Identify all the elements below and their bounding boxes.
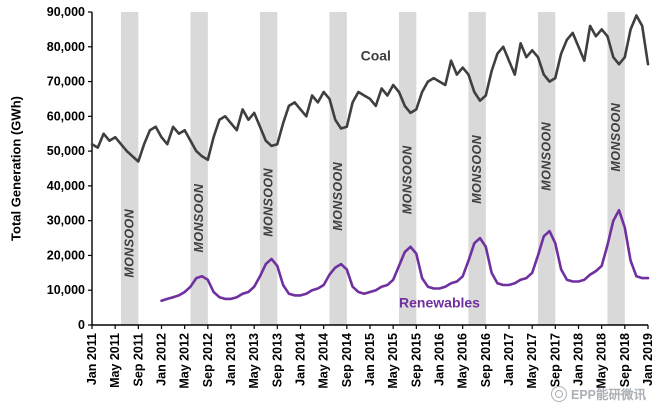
watermark-text: EPP能研微讯 (570, 388, 646, 402)
monsoon-band-label: MONSOON (331, 161, 345, 230)
x-tick-label: Jan 2014 (294, 333, 308, 386)
x-tick-label: Jan 2015 (363, 333, 377, 386)
y-tick-label: 20,000 (47, 248, 85, 262)
monsoon-band (607, 12, 625, 325)
x-tick-label: Sep 2018 (618, 333, 632, 387)
renewables-series-line (160, 208, 650, 302)
y-tick-label: 0 (78, 318, 85, 332)
x-tick-label: Sep 2016 (479, 333, 493, 387)
x-tick-label: May 2014 (317, 333, 331, 389)
x-tick-label: Jan 2013 (224, 333, 238, 386)
y-tick-label: 50,000 (47, 144, 85, 158)
monsoon-band-label: MONSOON (192, 183, 206, 252)
renewables-series-label: Renewables (399, 295, 480, 311)
x-tick-label: May 2018 (595, 333, 609, 389)
monsoon-band-label: MONSOON (470, 134, 484, 203)
watermark: EPP能研微讯 (550, 384, 646, 403)
watermark-logo-icon (550, 385, 567, 402)
monsoon-band (537, 12, 556, 325)
y-axis-title: Total Generation (GWh) (9, 96, 24, 241)
x-tick-label: Sep 2017 (548, 333, 562, 387)
x-tick-label: May 2017 (525, 333, 539, 389)
x-tick-label: May 2012 (178, 333, 192, 389)
y-tick-label: 40,000 (47, 179, 85, 193)
y-tick-label: 90,000 (47, 5, 85, 19)
x-tick-label: Jan 2012 (155, 333, 169, 386)
monsoon-band-label: MONSOON (123, 208, 137, 277)
x-tick-label: Jan 2011 (85, 333, 99, 385)
x-tick-label: Sep 2013 (270, 333, 284, 387)
y-tick-label: 10,000 (47, 283, 85, 297)
y-tick-label: 60,000 (47, 109, 85, 123)
x-tick-label: May 2015 (386, 333, 400, 389)
x-tick-label: Sep 2015 (409, 333, 423, 387)
monsoon-band (329, 12, 347, 325)
coal-series-label: Coal (361, 48, 391, 64)
monsoon-band-label: MONSOON (609, 102, 623, 171)
x-tick-label: Sep 2011 (131, 333, 145, 387)
y-tick-label: 70,000 (47, 75, 85, 89)
monsoon-band-label: MONSOON (262, 167, 276, 236)
monsoon-band-label: MONSOON (540, 121, 554, 190)
x-tick-label: Jan 2018 (572, 333, 586, 386)
x-tick-label: May 2013 (247, 333, 261, 389)
x-tick-label: Jan 2016 (433, 333, 447, 386)
monsoon-band (259, 12, 278, 325)
x-tick-label: Sep 2014 (340, 333, 354, 387)
y-tick-label: 80,000 (47, 40, 85, 54)
coal-series-line (90, 14, 650, 163)
x-tick-label: May 2011 (108, 333, 122, 388)
monsoon-band (190, 12, 208, 325)
x-tick-label: Sep 2012 (201, 333, 215, 387)
x-tick-label: Jan 2017 (502, 333, 516, 386)
monsoon-band-label: MONSOON (401, 145, 415, 214)
x-tick-label: Jan 2019 (641, 333, 655, 386)
y-tick-label: 30,000 (47, 214, 85, 228)
x-tick-label: May 2016 (456, 333, 470, 389)
monsoon-band (120, 12, 139, 325)
